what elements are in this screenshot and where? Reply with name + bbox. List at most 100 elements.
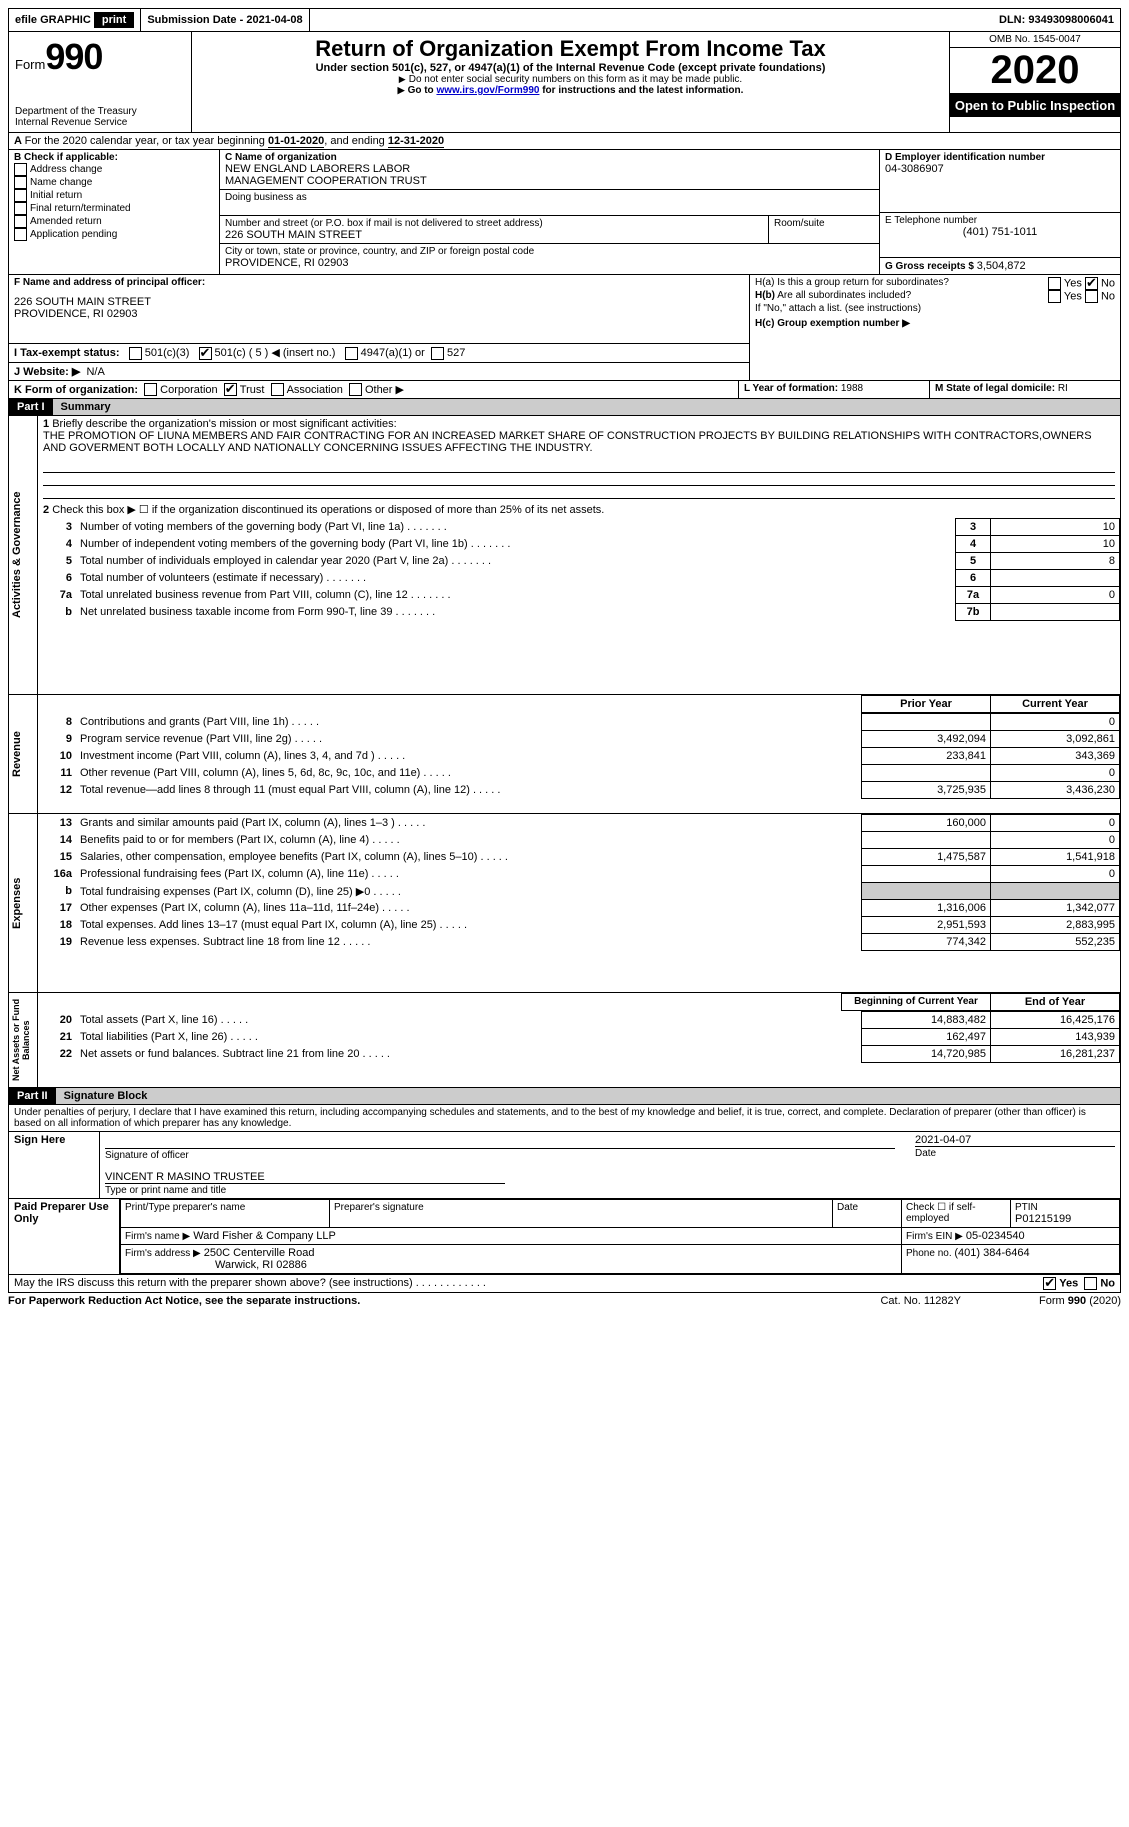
officer-name: VINCENT R MASINO TRUSTEE [105,1171,1115,1183]
sign-here-block: Sign Here Signature of officer 2021-04-0… [8,1132,1121,1199]
vlabel-expenses: Expenses [9,814,38,992]
box-f-label: F Name and address of principal officer: [14,277,744,288]
chk-501c[interactable] [199,347,212,360]
mission: THE PROMOTION OF LIUNA MEMBERS AND FAIR … [43,430,1092,454]
data-row: 12 Total revenue—add lines 8 through 11 … [38,782,1120,799]
h-b: Are all subordinates included? [777,290,911,301]
chk-corp[interactable] [144,383,157,396]
data-row: 8 Contributions and grants (Part VIII, l… [38,714,1120,731]
ptin: P01215199 [1015,1213,1115,1225]
form-title: Return of Organization Exempt From Incom… [200,36,941,62]
box-d-label: D Employer identification number [885,152,1115,163]
data-row: 11 Other revenue (Part VIII, column (A),… [38,765,1120,782]
chk-amended-return[interactable]: Amended return [14,215,214,228]
org-city: PROVIDENCE, RI 02903 [225,257,874,269]
firm-addr1: 250C Centerville Road [204,1247,315,1259]
omb-number: OMB No. 1545-0047 [950,32,1120,47]
open-inspection: Open to Public Inspection [950,94,1120,117]
part2-title: Signature Block [56,1088,1120,1104]
h-b-note: If "No," attach a list. (see instruction… [755,303,1115,314]
data-row: b Total fundraising expenses (Part IX, c… [38,883,1120,900]
pp-self-employed[interactable]: Check ☐ if self-employed [902,1200,1011,1228]
data-row: 14 Benefits paid to or for members (Part… [38,832,1120,849]
efile-label: efile GRAPHIC print [9,9,141,31]
website: N/A [86,366,104,378]
line-m: M State of legal domicile: [935,383,1058,394]
data-row: 17 Other expenses (Part IX, column (A), … [38,900,1120,917]
discuss-no[interactable] [1084,1277,1097,1290]
gov-row: 4 Number of independent voting members o… [38,536,1120,553]
irs-label: Internal Revenue Service [15,117,185,128]
officer-addr1: 226 SOUTH MAIN STREET [14,296,744,308]
date-label: Date [915,1146,1115,1159]
chk-501c3[interactable] [129,347,142,360]
sig-date-val: 2021-04-07 [915,1134,1115,1146]
h-a: H(a) Is this a group return for subordin… [755,277,1048,290]
line-a: A For the 2020 calendar year, or tax yea… [8,133,1121,150]
data-row: 16a Professional fundraising fees (Part … [38,866,1120,883]
gov-row: 3 Number of voting members of the govern… [38,519,1120,536]
discuss-text: May the IRS discuss this return with the… [14,1277,413,1289]
chk-final-return[interactable]: Final return/terminated [14,202,214,215]
data-row: 19 Revenue less expenses. Subtract line … [38,934,1120,951]
officer-addr2: PROVIDENCE, RI 02903 [14,308,744,320]
gross-receipts: 3,504,872 [977,260,1026,272]
hb-yes[interactable] [1048,290,1061,303]
data-row: 22 Net assets or fund balances. Subtract… [38,1046,1120,1063]
data-row: 20 Total assets (Part X, line 16) . . . … [38,1012,1120,1029]
fh-block: F Name and address of principal officer:… [8,275,1121,381]
chk-527[interactable] [431,347,444,360]
dln: DLN: 93493098006041 [993,9,1120,31]
chk-initial-return[interactable]: Initial return [14,189,214,202]
chk-name-change[interactable]: Name change [14,176,214,189]
gov-row: b Net unrelated business taxable income … [38,604,1120,621]
form-header: Form990 Department of the Treasury Inter… [8,32,1121,133]
hb-no[interactable] [1085,290,1098,303]
org-name-1: NEW ENGLAND LABORERS LABOR [225,163,874,175]
pp-sig-label: Preparer's signature [334,1202,828,1213]
chk-trust[interactable] [224,383,237,396]
footer-left: For Paperwork Reduction Act Notice, see … [8,1295,880,1307]
line-j-label: J Website: ▶ [14,366,80,378]
goto-note: Go to www.irs.gov/Form990 for instructio… [200,85,941,96]
tax-year: 2020 [950,47,1120,94]
data-row: 9 Program service revenue (Part VIII, li… [38,731,1120,748]
q1: Briefly describe the organization's miss… [52,418,396,430]
addr-label: Number and street (or P.O. box if mail i… [225,218,763,229]
org-name-2: MANAGEMENT COOPERATION TRUST [225,175,874,187]
footer-right: Form 990 (2020) [961,1295,1121,1307]
col-end: End of Year [991,994,1120,1011]
firm-name: Ward Fisher & Company LLP [193,1230,336,1242]
firm-phone: (401) 384-6464 [954,1247,1029,1259]
chk-other[interactable] [349,383,362,396]
page-footer: For Paperwork Reduction Act Notice, see … [8,1295,1121,1307]
form990-link[interactable]: www.irs.gov/Form990 [436,85,539,96]
data-row: 10 Investment income (Part VIII, column … [38,748,1120,765]
box-b-title: B Check if applicable: [14,152,214,163]
gov-row: 7a Total unrelated business revenue from… [38,587,1120,604]
discuss-row: May the IRS discuss this return with the… [8,1275,1121,1293]
part1-title: Summary [53,399,1120,415]
chk-assoc[interactable] [271,383,284,396]
firm-ein: 05-0234540 [966,1230,1025,1242]
print-button[interactable]: print [94,12,134,28]
data-row: 15 Salaries, other compensation, employe… [38,849,1120,866]
part1-num: Part I [9,399,53,415]
ptin-label: PTIN [1015,1202,1115,1213]
dept-treasury: Department of the Treasury [15,106,185,117]
q2: Check this box ▶ ☐ if the organization d… [52,504,604,516]
firm-addr2: Warwick, RI 02886 [215,1259,307,1271]
discuss-yes[interactable] [1043,1277,1056,1290]
phone: (401) 751-1011 [885,226,1115,238]
ha-yes[interactable] [1048,277,1061,290]
chk-4947[interactable] [345,347,358,360]
line-k-label: K Form of organization: [14,384,138,396]
ha-no[interactable] [1085,277,1098,290]
chk-address-change[interactable]: Address change [14,163,214,176]
submission-date: Submission Date - 2021-04-08 [141,9,309,31]
vlabel-governance: Activities & Governance [9,416,38,694]
form-subtitle: Under section 501(c), 527, or 4947(a)(1)… [200,62,941,74]
chk-application-pending[interactable]: Application pending [14,228,214,241]
data-row: 13 Grants and similar amounts paid (Part… [38,815,1120,832]
gov-row: 5 Total number of individuals employed i… [38,553,1120,570]
